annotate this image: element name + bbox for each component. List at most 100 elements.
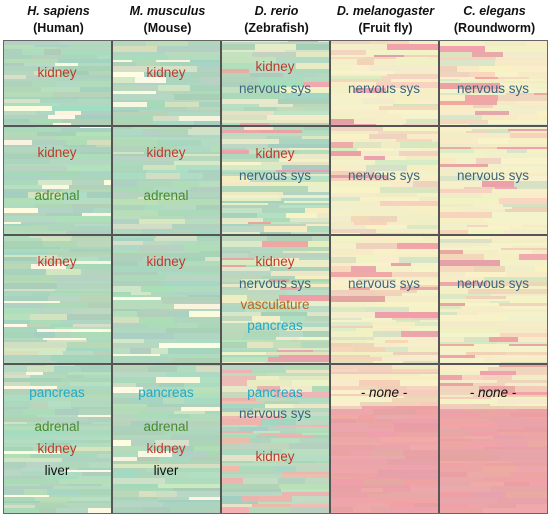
heatmap-cell <box>221 284 249 287</box>
heatmap-cell <box>439 225 467 227</box>
heatmap-cell <box>62 458 112 462</box>
heatmap-cell <box>256 398 286 401</box>
heatmap-cell <box>3 180 38 185</box>
heatmap-cell <box>221 331 244 337</box>
heatmap-cell <box>509 111 537 115</box>
heatmap-cell <box>50 407 71 409</box>
heatmap-cell <box>112 94 174 100</box>
heatmap-cell <box>439 72 469 77</box>
species-name: D. rerio <box>254 4 299 18</box>
heatmap-cell <box>39 222 59 224</box>
heatmap-cell <box>387 74 439 76</box>
heatmap-cell <box>3 458 62 462</box>
heatmap-cell <box>401 331 439 337</box>
heatmap-cell <box>221 93 284 99</box>
heatmap-cell <box>330 442 382 445</box>
heatmap-cell <box>406 156 439 160</box>
heatmap-cell <box>78 63 112 66</box>
heatmap-cell <box>283 321 330 323</box>
heatmap-cell <box>401 355 439 357</box>
heatmap-cell <box>196 241 221 245</box>
heatmap-cell <box>330 139 361 142</box>
heatmap-cell <box>155 364 186 366</box>
heatmap-cell <box>290 504 330 507</box>
heatmap-cell <box>313 435 330 438</box>
heatmap-cell <box>37 257 62 261</box>
heatmap-cell <box>3 132 37 136</box>
heatmap-cell <box>185 152 221 154</box>
heatmap-cell <box>399 235 423 241</box>
heatmap-cell <box>360 320 396 322</box>
heatmap-cell <box>112 60 132 62</box>
heatmap-cell <box>112 229 142 234</box>
heatmap-cell <box>330 40 370 44</box>
heatmap-cell <box>112 126 133 129</box>
heatmap-cell <box>260 232 291 235</box>
heatmap-cell <box>3 470 59 472</box>
heatmap-cell <box>3 154 58 159</box>
heatmap-cell <box>330 320 360 322</box>
heatmap-cell <box>391 79 439 82</box>
heatmap-cell <box>302 433 330 435</box>
heatmap-cell <box>393 281 439 285</box>
heatmap-cell <box>439 364 472 367</box>
heatmap-cell <box>3 389 59 395</box>
heatmap-cell <box>265 186 308 192</box>
heatmap-cell <box>221 427 239 431</box>
heatmap-cell <box>174 317 221 323</box>
heatmap-cell <box>439 371 480 375</box>
heatmap-cell <box>466 441 498 447</box>
heatmap-cell <box>489 449 548 455</box>
heatmap-cell <box>358 369 391 372</box>
heatmap-cell <box>471 147 497 149</box>
heatmap-cell <box>112 304 174 309</box>
heatmap-cell <box>159 343 221 348</box>
heatmap-cell <box>36 443 70 445</box>
heatmap-cell <box>165 52 221 55</box>
heatmap-cell <box>155 66 197 72</box>
heatmap-cell <box>40 501 67 503</box>
heatmap-cell <box>112 197 138 199</box>
heatmap-cell <box>22 468 54 470</box>
heatmap-cell <box>66 430 112 435</box>
tissue-label-liver: liver <box>44 463 70 478</box>
heatmap-cell <box>439 358 484 362</box>
heatmap-cell <box>112 451 138 457</box>
heatmap-cell <box>221 327 260 331</box>
heatmap-cell <box>383 488 411 492</box>
heatmap-cell <box>3 269 46 275</box>
heatmap-cell <box>247 295 279 301</box>
heatmap-cell <box>183 404 221 407</box>
heatmap-cell <box>330 445 374 450</box>
heatmap-cell <box>410 50 439 55</box>
heatmap-cell <box>401 114 439 119</box>
heatmap-cell <box>31 401 48 407</box>
heatmap-cell <box>112 116 153 121</box>
heatmap-cell <box>439 486 490 492</box>
heatmap-cell <box>484 358 548 362</box>
heatmap-cell <box>77 468 112 470</box>
heatmap-cell <box>265 340 292 342</box>
heatmap-cell <box>31 224 74 226</box>
heatmap-cell <box>112 272 158 275</box>
heatmap-cell <box>308 241 330 247</box>
heatmap-cell <box>148 366 177 372</box>
heatmap-cell <box>3 106 52 111</box>
heatmap-cell <box>35 126 80 128</box>
heatmap-cell <box>74 224 112 226</box>
heatmap-cell <box>399 257 439 263</box>
species-name: H. sapiens <box>27 4 90 18</box>
heatmap-cell <box>330 494 369 498</box>
heatmap-cell <box>397 216 439 222</box>
heatmap-cell <box>490 486 548 492</box>
heatmap-cell <box>248 253 281 258</box>
heatmap-cell <box>221 301 254 303</box>
heatmap-cell <box>253 461 284 463</box>
heatmap-cell <box>3 422 27 424</box>
heatmap-cell <box>200 377 221 383</box>
heatmap-cell <box>423 235 439 241</box>
heatmap-cell <box>221 290 261 295</box>
heatmap-cell <box>144 152 163 154</box>
heatmap-cell <box>494 421 548 427</box>
heatmap-cell <box>147 170 188 173</box>
